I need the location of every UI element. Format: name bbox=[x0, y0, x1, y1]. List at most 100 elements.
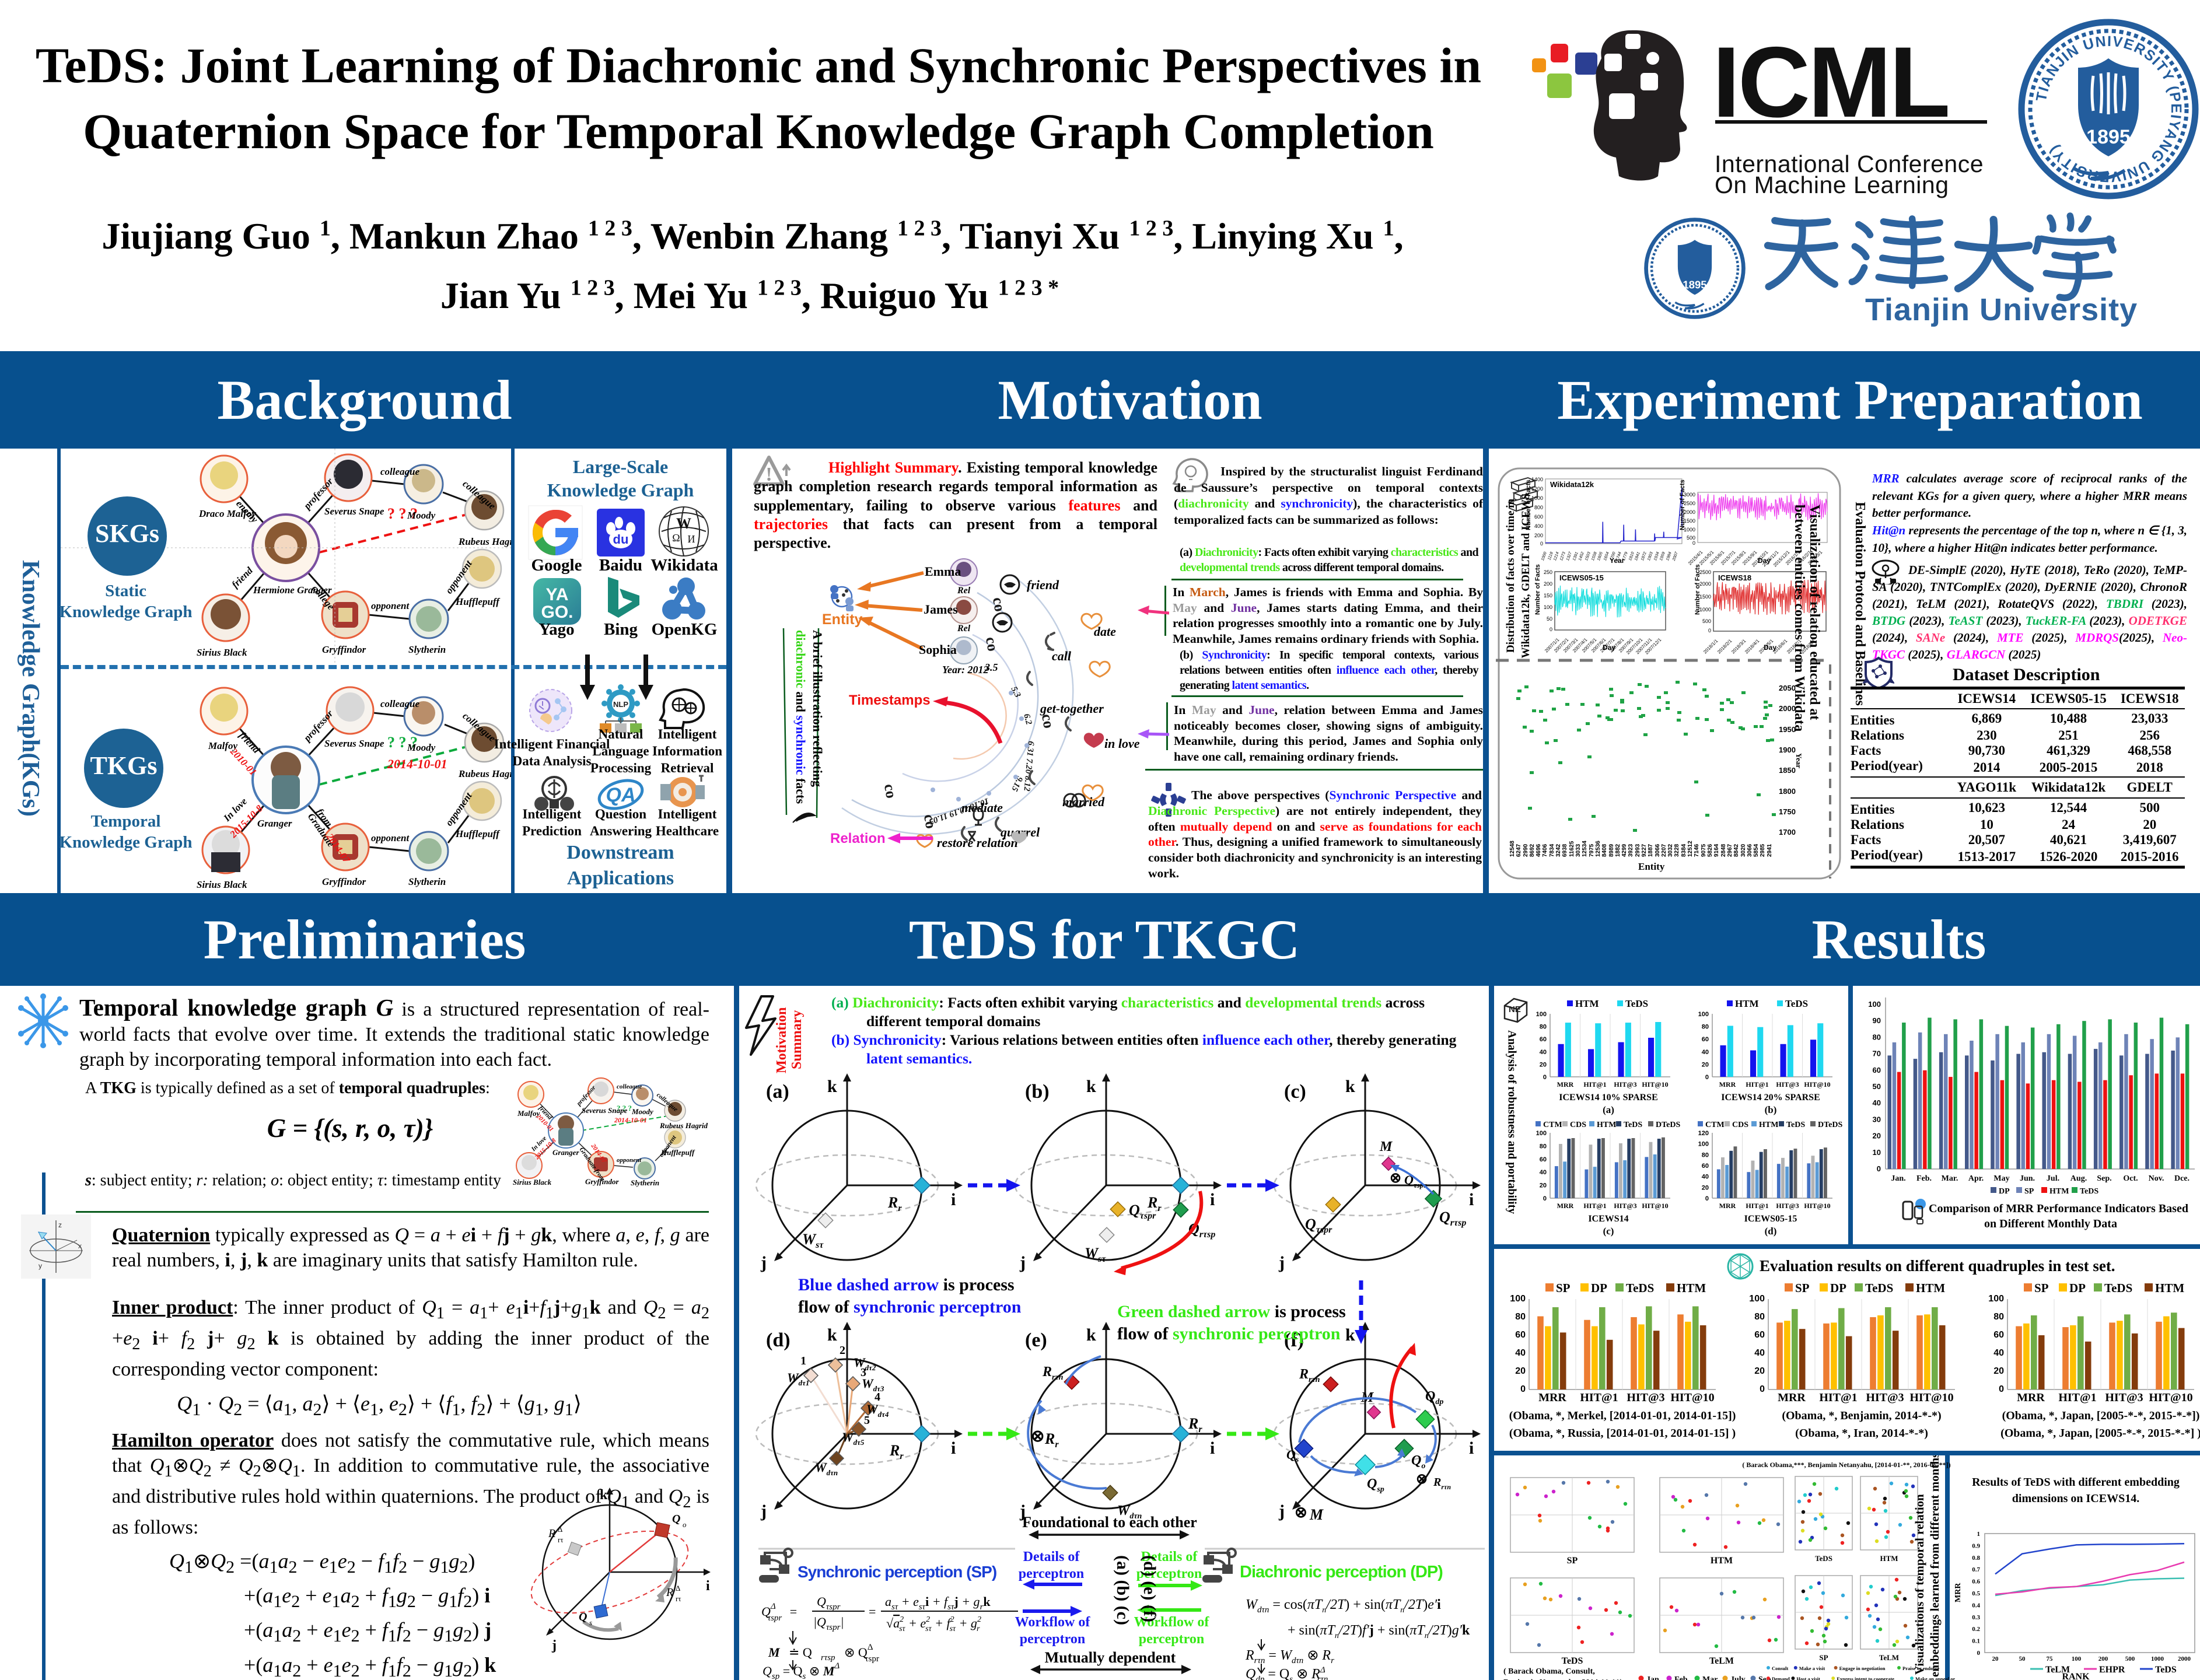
svg-text:20: 20 bbox=[1515, 1366, 1526, 1376]
svg-text:20: 20 bbox=[1702, 1061, 1709, 1068]
svg-text:Wdτ4: Wdτ4 bbox=[866, 1402, 889, 1419]
svg-text:k: k bbox=[1086, 1325, 1096, 1345]
svg-text:100: 100 bbox=[1698, 1011, 1709, 1018]
svg-text:2000: 2000 bbox=[2178, 1656, 2191, 1662]
svg-text:Bing: Bing bbox=[604, 620, 638, 639]
svg-text:⊗: ⊗ bbox=[1295, 1504, 1307, 1521]
svg-text:4: 4 bbox=[875, 1391, 880, 1404]
svg-text:600: 600 bbox=[1534, 514, 1543, 520]
svg-text:3020: 3020 bbox=[1740, 844, 1747, 857]
svg-text:Gryffindor: Gryffindor bbox=[322, 644, 366, 655]
svg-text:2: 2 bbox=[840, 1344, 845, 1357]
svg-text:Granger: Granger bbox=[257, 818, 292, 829]
svg-text:3000: 3000 bbox=[1684, 492, 1695, 498]
svg-text:Baidu: Baidu bbox=[599, 556, 642, 575]
svg-text:Slytherin: Slytherin bbox=[408, 876, 446, 887]
svg-text:10: 10 bbox=[1873, 1148, 1881, 1157]
svg-text:40: 40 bbox=[1702, 1049, 1709, 1056]
svg-text:Emma: Emma bbox=[925, 564, 961, 579]
svg-text:flow of synchronic perceptron: flow of synchronic perceptron bbox=[1117, 1324, 1341, 1343]
svg-text:1118: 1118 bbox=[1547, 551, 1554, 561]
svg-text:ICEWS05-15: ICEWS05-15 bbox=[1559, 573, 1604, 582]
svg-text:200: 200 bbox=[2098, 1656, 2108, 1662]
svg-text:Wikidata12k: Wikidata12k bbox=[1550, 480, 1594, 489]
svg-text:3066: 3066 bbox=[1747, 844, 1753, 857]
svg-text:friend: friend bbox=[229, 565, 255, 590]
svg-text:6.31 7.20 8.12: 6.31 7.20 8.12 bbox=[1022, 741, 1035, 792]
svg-text:250: 250 bbox=[1544, 569, 1552, 575]
svg-text:8692: 8692 bbox=[1529, 844, 1536, 857]
svg-text:? ? ?: ? ? ? bbox=[387, 734, 418, 751]
svg-text:Rel: Rel bbox=[957, 624, 971, 634]
svg-text:co: co bbox=[1038, 713, 1058, 730]
svg-text:1400: 1400 bbox=[1531, 477, 1543, 482]
svg-text:y: y bbox=[39, 1262, 42, 1270]
svg-text:100: 100 bbox=[1868, 1000, 1881, 1009]
svg-text:80: 80 bbox=[1702, 1024, 1709, 1031]
svg-text:Year: Year bbox=[1610, 556, 1625, 565]
svg-text:100: 100 bbox=[1510, 1294, 1526, 1304]
svg-text:TeDS: TeDS bbox=[1562, 1656, 1583, 1666]
svg-text:Yago: Yago bbox=[538, 620, 574, 639]
svg-text:Motivation: Motivation bbox=[774, 1007, 789, 1073]
svg-text:20: 20 bbox=[1993, 1366, 2004, 1376]
svg-text:perceptron: perceptron bbox=[1139, 1632, 1204, 1647]
svg-text:HIT@3: HIT@3 bbox=[1614, 1080, 1636, 1088]
svg-text:Comparison of MRR Performance: Comparison of MRR Performance Indicators… bbox=[1929, 1202, 2188, 1215]
svg-text:j: j bbox=[1278, 1253, 1285, 1272]
svg-text:M: M bbox=[768, 1645, 781, 1660]
svg-text:7975: 7975 bbox=[1589, 844, 1595, 857]
svg-text:du: du bbox=[613, 532, 629, 547]
svg-text:rτ: rτ bbox=[676, 1594, 681, 1603]
svg-text:(Obama, *, Japan, [2005-*-*, 2: (Obama, *, Japan, [2005-*-*, 2015-*-*] ) bbox=[2000, 1427, 2200, 1440]
svg-text:HIT@10: HIT@10 bbox=[1642, 1202, 1668, 1210]
svg-text:Rel: Rel bbox=[957, 586, 971, 596]
svg-text:SP: SP bbox=[2034, 1281, 2049, 1295]
svg-text:date: date bbox=[1094, 624, 1116, 639]
svg-text:Moody: Moody bbox=[407, 742, 436, 753]
svg-text:restore relation: restore relation bbox=[937, 835, 1018, 850]
svg-text:2993: 2993 bbox=[1635, 844, 1641, 857]
svg-text:i: i bbox=[1210, 1438, 1215, 1458]
svg-text:9075: 9075 bbox=[1701, 844, 1707, 857]
svg-text:o: o bbox=[683, 1520, 687, 1529]
svg-text:150: 150 bbox=[1544, 593, 1552, 598]
svg-text:Visualization of relation educ: Visualization of relation educated at bbox=[1807, 505, 1822, 720]
svg-text:May: May bbox=[1993, 1174, 2009, 1183]
svg-text:Rrτn = Wdτn ⊗ Rr: Rrτn = Wdτn ⊗ Rr bbox=[1245, 1648, 1334, 1665]
svg-text:1558: 1558 bbox=[1591, 551, 1598, 561]
svg-text:40: 40 bbox=[1515, 1348, 1526, 1358]
svg-text:CTM: CTM bbox=[1543, 1121, 1562, 1129]
svg-text:Malfoy: Malfoy bbox=[208, 740, 238, 751]
svg-text:⊗: ⊗ bbox=[1031, 1427, 1044, 1446]
svg-text:8842: 8842 bbox=[1733, 844, 1740, 857]
svg-text:1: 1 bbox=[800, 1354, 806, 1367]
svg-text:80: 80 bbox=[1515, 1312, 1526, 1322]
svg-text:HIT@10: HIT@10 bbox=[1804, 1202, 1830, 1210]
svg-text:MRR: MRR bbox=[1538, 1391, 1566, 1404]
svg-text:Details of: Details of bbox=[1141, 1549, 1198, 1564]
svg-text:in love: in love bbox=[1104, 736, 1140, 751]
svg-text:Green dashed arrow is process: Green dashed arrow is process bbox=[1117, 1302, 1346, 1321]
svg-text:HIT@1: HIT@1 bbox=[1746, 1080, 1768, 1088]
svg-text:Blue dashed arrow is process: Blue dashed arrow is process bbox=[798, 1275, 1015, 1294]
svg-text:HIT@10: HIT@10 bbox=[1804, 1080, 1830, 1088]
svg-text:80: 80 bbox=[1702, 1152, 1709, 1158]
svg-text:Intelligent: Intelligent bbox=[658, 727, 717, 741]
svg-text:Malfoy: Malfoy bbox=[517, 1109, 540, 1118]
svg-text:SP: SP bbox=[1556, 1281, 1571, 1295]
svg-text:2014-10-01: 2014-10-01 bbox=[387, 757, 447, 771]
svg-text:MRR: MRR bbox=[1719, 1202, 1736, 1210]
svg-text:Qτspr: Qτspr bbox=[1305, 1216, 1332, 1235]
svg-text:(d): (d) bbox=[766, 1329, 791, 1351]
svg-text:Wikidata: Wikidata bbox=[650, 556, 718, 575]
svg-text:1000: 1000 bbox=[2151, 1656, 2164, 1662]
svg-text:1452: 1452 bbox=[1578, 551, 1585, 561]
svg-text:1391: 1391 bbox=[1572, 551, 1579, 561]
svg-text:Diachronic perception (DP): Diachronic perception (DP) bbox=[1240, 1563, 1443, 1581]
svg-text:colleague: colleague bbox=[617, 1083, 642, 1090]
svg-text:TeDS: TeDS bbox=[1624, 1121, 1642, 1129]
svg-text:Feb.: Feb. bbox=[1916, 1174, 1932, 1183]
svg-text:HIT@3: HIT@3 bbox=[1776, 1080, 1799, 1088]
